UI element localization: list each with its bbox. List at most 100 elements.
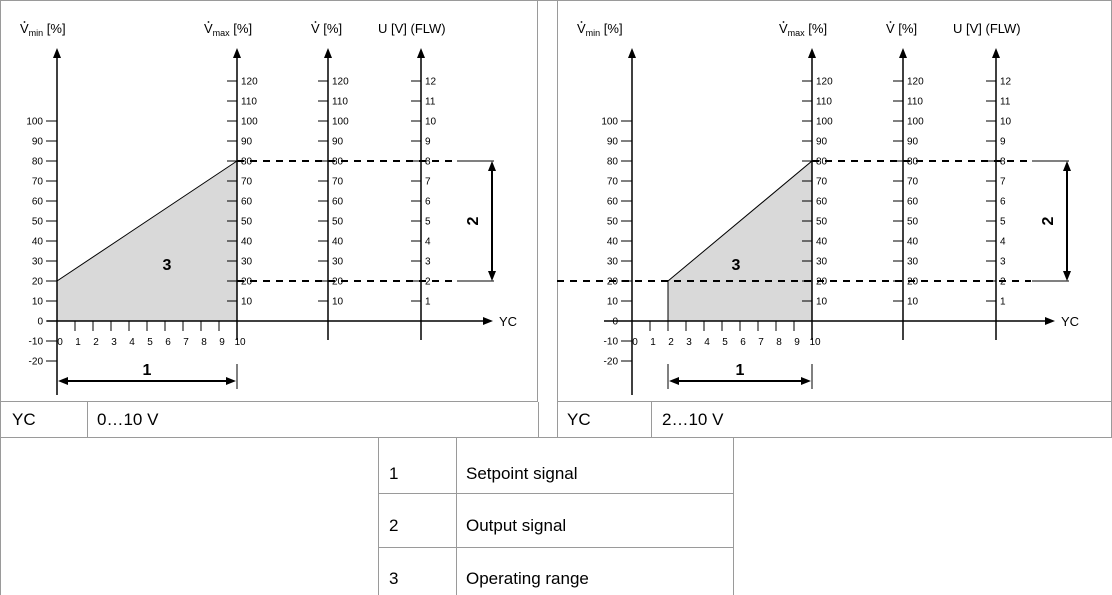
p0-vmax-tick-label: 120	[241, 77, 258, 88]
p0-vmin-tick-label: -20	[29, 357, 44, 368]
p0-u-tick-label: 2	[425, 277, 431, 288]
yc-row-bottom	[0, 437, 1112, 438]
p0-x-tick-label: 10	[234, 337, 246, 348]
p1-setpoint-arrow-right	[801, 377, 811, 385]
p0-output-signal-arrow-bottom	[488, 271, 496, 281]
p0-v-tick-label: 100	[332, 117, 349, 128]
p0-v-tick-label: 20	[332, 277, 344, 288]
yc-value-left: 0…10 V	[97, 410, 159, 429]
p1-u-tick-label: 3	[1000, 257, 1006, 268]
p1-x-tick-label: 3	[686, 337, 692, 348]
p0-vmin-tick-label: 10	[32, 297, 44, 308]
p0-vmax-tick-label: 40	[241, 237, 253, 248]
p1-v-axis-arrow	[899, 48, 907, 58]
p1-x-tick-label: 10	[809, 337, 821, 348]
p1-vmin-axis-title: Vmin [%]	[577, 21, 623, 38]
p1-x-tick-label: 2	[668, 337, 674, 348]
p0-x-tick-label: 1	[75, 337, 81, 348]
p0-vmax-tick-label: 60	[241, 197, 253, 208]
p1-vmax-tick-label: 120	[816, 77, 833, 88]
p1-yc-axis-label: YC	[1061, 314, 1079, 329]
legend-text-1: Setpoint signal	[466, 464, 578, 483]
p0-v-tick-label: 30	[332, 257, 344, 268]
p1-vmax-tick-label: 70	[816, 177, 828, 188]
p1-vmin-tick-label: 60	[607, 197, 619, 208]
p1-x-tick-label: 5	[722, 337, 728, 348]
p1-vmax-tick-label: 110	[816, 97, 832, 108]
p1-vmin-tick-label: 30	[607, 257, 619, 268]
legend-left-border	[378, 437, 379, 595]
legend-text-2: Output signal	[466, 516, 567, 535]
p0-vmin-tick-label: 70	[32, 177, 44, 188]
p1-x-tick-label: 7	[758, 337, 764, 348]
yc-label-left: YC	[12, 410, 36, 429]
p1-vmin-tick-label: 80	[607, 157, 619, 168]
p1-vmin-tick-label: 100	[601, 117, 618, 128]
p0-vmax-tick-label: 50	[241, 217, 253, 228]
p0-v-tick-label: 50	[332, 217, 344, 228]
p0-v-tick-label: 110	[332, 97, 348, 108]
p1-vmin-tick-label: -20	[604, 357, 619, 368]
yc-label-right: YC	[567, 410, 591, 429]
p0-vmax-tick-label: 20	[241, 277, 253, 288]
legend-num-2: 2	[389, 516, 399, 535]
p1-vmax-tick-label: 100	[816, 117, 833, 128]
legend-num-3: 3	[389, 569, 399, 588]
p0-u-tick-label: 9	[425, 137, 431, 148]
p0-setpoint-arrow-left	[58, 377, 68, 385]
p1-vmin-tick-label: 10	[607, 297, 619, 308]
p1-vmax-axis-title: Vmax [%]	[779, 21, 827, 38]
p0-vmin-tick-label: 60	[32, 197, 44, 208]
p0-u-tick-label: 8	[425, 157, 431, 168]
p1-u-axis-title: U [V] (FLW)	[953, 21, 1021, 36]
p1-callout-range: 3	[732, 257, 741, 274]
p1-output-signal-arrow-bottom	[1063, 271, 1071, 281]
p0-vmax-tick-label: 80	[241, 157, 253, 168]
legend-num-divider	[456, 437, 457, 595]
p1-u-tick-label: 12	[1000, 77, 1012, 88]
yc-value-right: 2…10 V	[662, 410, 724, 429]
p1-vmax-tick-label: 40	[816, 237, 828, 248]
p0-x-tick-label: 7	[183, 337, 189, 348]
p0-v-axis-title: V [%]	[311, 21, 342, 36]
panel-frame-left	[0, 0, 538, 402]
p0-v-tick-label: 80	[332, 157, 344, 168]
p1-vmin-tick-label: -10	[604, 337, 619, 348]
p0-x-tick-label: 4	[129, 337, 135, 348]
p0-vmin-tick-label: 20	[32, 277, 44, 288]
p1-u-tick-label: 6	[1000, 197, 1006, 208]
p0-callout-output: 2	[465, 216, 482, 225]
p0-u-tick-label: 1	[425, 297, 431, 308]
p1-v-tick-label: 90	[907, 137, 919, 148]
p1-yc-axis-arrow	[1045, 317, 1055, 325]
legend-right-border	[733, 437, 734, 595]
p1-x-tick-label: 1	[650, 337, 656, 348]
p0-vmin-tick-label: 100	[26, 117, 43, 128]
p0-x-tick-label: 6	[165, 337, 171, 348]
p0-v-tick-label: 70	[332, 177, 344, 188]
panel-gap-left	[538, 402, 539, 437]
p0-vmax-tick-label: 10	[241, 297, 253, 308]
p1-v-tick-label: 30	[907, 257, 919, 268]
p0-vmin-tick-label: 80	[32, 157, 44, 168]
p1-v-axis-title-dot	[889, 21, 892, 23]
p0-v-axis-title-dot	[314, 21, 317, 23]
p0-x-tick-label: 8	[201, 337, 207, 348]
p1-x-tick-label: 6	[740, 337, 746, 348]
p0-u-tick-label: 11	[425, 97, 436, 108]
p1-vmax-tick-label: 80	[816, 157, 828, 168]
p0-x-tick-label: 5	[147, 337, 153, 348]
legend-text-3: Operating range	[466, 569, 589, 588]
p0-setpoint-arrow-right	[226, 377, 236, 385]
p1-x-tick-label: 8	[776, 337, 782, 348]
p1-v-tick-label: 40	[907, 237, 919, 248]
p0-vmin-axis-arrow	[53, 48, 61, 58]
p0-v-tick-label: 90	[332, 137, 344, 148]
p0-vmax-tick-label: 90	[241, 137, 253, 148]
p1-u-tick-label: 4	[1000, 237, 1006, 248]
p0-vmax-tick-label: 110	[241, 97, 257, 108]
p0-vmin-tick-label: 50	[32, 217, 44, 228]
p1-u-tick-label: 11	[1000, 97, 1011, 108]
